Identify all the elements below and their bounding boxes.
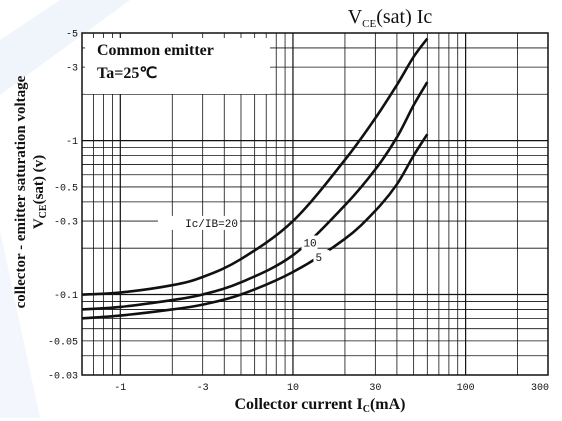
y-tick-label: -1 (66, 137, 78, 148)
condition-box: Common emitter Ta=25℃ (85, 38, 270, 94)
series-label-bg (313, 250, 330, 265)
series-label: Ic/IB=20 (185, 219, 238, 231)
condition-line-mode: Common emitter (97, 42, 214, 59)
x-tick-label: 30 (369, 383, 381, 394)
series-label-bg (157, 215, 240, 230)
x-tick-label: 10 (287, 383, 299, 394)
series-label: 5 (315, 253, 322, 265)
series-label: 10 (303, 239, 316, 251)
y-tick-label: -0.1 (54, 291, 78, 302)
y-tick-label: -5 (66, 30, 78, 41)
condition-line-temperature: Ta=25℃ (97, 65, 158, 82)
y-tick-label: -3 (66, 64, 78, 75)
plot-frame (81, 32, 549, 376)
y-tick-label: -0.03 (48, 372, 78, 383)
series-line (81, 133, 429, 320)
y-tick-label: -0.5 (54, 183, 78, 194)
series-line (81, 81, 429, 311)
y-tick-label: -0.05 (48, 337, 78, 348)
x-axis-label: Collector current IC(mA) (234, 396, 406, 415)
series-line (81, 37, 429, 296)
x-tick-label: 100 (457, 383, 475, 394)
x-tick-label: 300 (531, 383, 549, 394)
y-tick-label: -0.3 (54, 218, 78, 229)
x-tick-label: -1 (114, 383, 126, 394)
series-label-bg (301, 235, 318, 250)
x-tick-label: -3 (197, 383, 209, 394)
chart-title: VCE(sat) Ic (347, 6, 433, 30)
